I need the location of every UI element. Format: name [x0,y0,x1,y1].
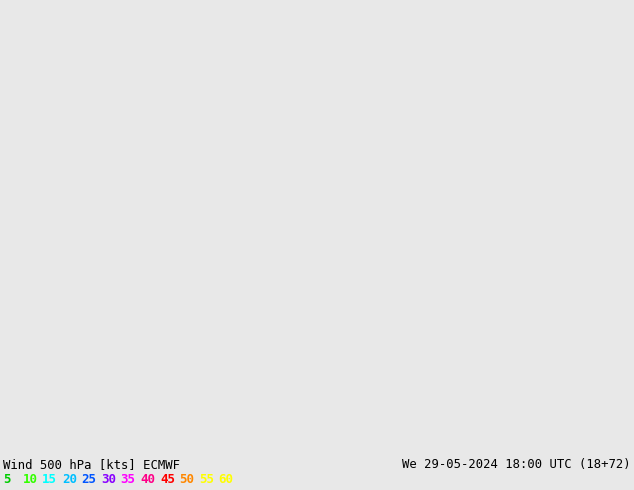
Text: 40: 40 [140,473,155,486]
Text: 15: 15 [42,473,57,486]
Text: 20: 20 [62,473,77,486]
Text: 10: 10 [23,473,38,486]
Text: 60: 60 [219,473,234,486]
Text: 30: 30 [101,473,116,486]
Text: 50: 50 [179,473,195,486]
Text: 5: 5 [3,473,11,486]
Text: 35: 35 [120,473,136,486]
Text: We 29-05-2024 18:00 UTC (18+72): We 29-05-2024 18:00 UTC (18+72) [402,458,631,471]
Text: 55: 55 [199,473,214,486]
Text: Wind 500 hPa [kts] ECMWF: Wind 500 hPa [kts] ECMWF [3,458,180,471]
Text: 45: 45 [160,473,175,486]
Text: 25: 25 [82,473,96,486]
